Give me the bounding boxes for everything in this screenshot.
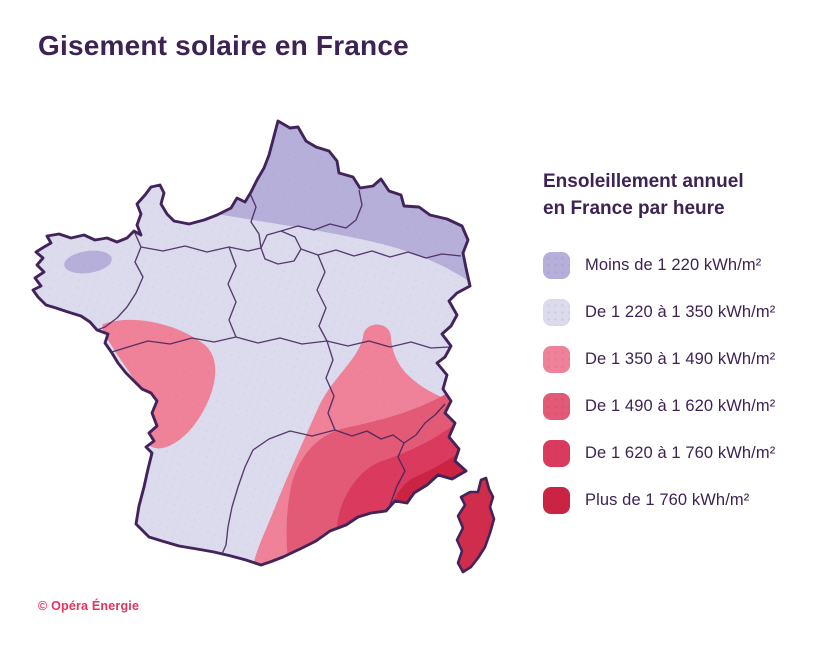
legend-swatch (543, 346, 570, 373)
legend-item: De 1 620 à 1 760 kWh/m² (543, 440, 815, 467)
legend-item: Moins de 1 220 kWh/m² (543, 252, 815, 279)
legend-swatch (543, 393, 570, 420)
legend-swatch (543, 252, 570, 279)
legend-item: De 1 490 à 1 620 kWh/m² (543, 393, 815, 420)
legend-item: De 1 350 à 1 490 kWh/m² (543, 346, 815, 373)
legend-swatch (543, 487, 570, 514)
region-borders (96, 189, 462, 555)
legend-item-label: Moins de 1 220 kWh/m² (585, 256, 762, 274)
legend-item-label: De 1 490 à 1 620 kWh/m² (585, 397, 776, 415)
legend-item: Plus de 1 760 kWh/m² (543, 487, 815, 514)
france-mainland-outline (31, 119, 472, 567)
map-dot-texture (33, 121, 494, 572)
legend-title: Ensoleillement annuel en France par heure (543, 171, 744, 219)
legend-item-label: De 1 220 à 1 350 kWh/m² (585, 303, 776, 321)
legend-swatch (543, 299, 570, 326)
legend: Ensoleillement annuel en France par heure… (543, 168, 815, 534)
legend-item-label: De 1 350 à 1 490 kWh/m² (585, 350, 776, 368)
page-title: Gisement solaire en France (38, 30, 409, 61)
legend-items: Moins de 1 220 kWh/m² De 1 220 à 1 350 k… (543, 252, 815, 514)
legend-swatch (543, 440, 570, 467)
legend-item: De 1 220 à 1 350 kWh/m² (543, 299, 815, 326)
legend-item-label: Plus de 1 760 kWh/m² (585, 491, 750, 509)
legend-item-label: De 1 620 à 1 760 kWh/m² (585, 444, 776, 462)
copyright-credit: © Opéra Énergie (38, 599, 140, 613)
